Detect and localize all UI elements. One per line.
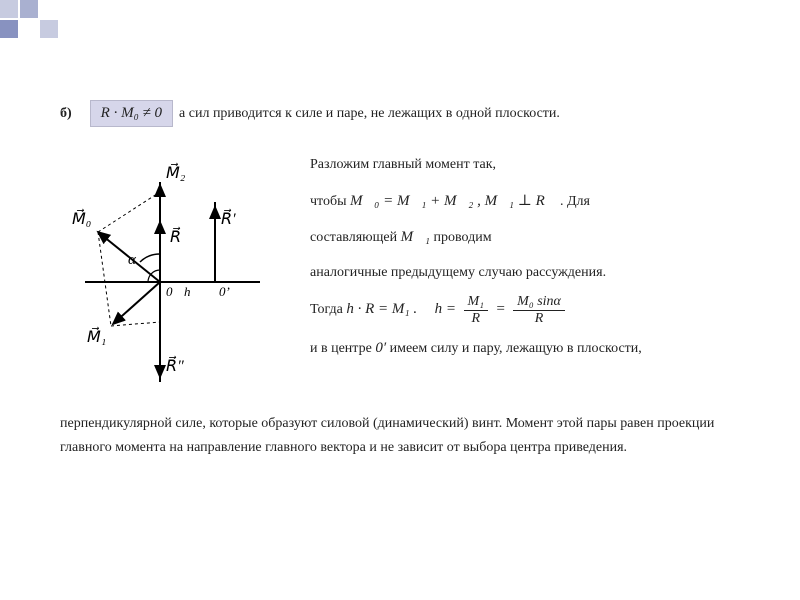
svg-text:0: 0 [166,284,173,299]
formula-oprime: 0′ [375,340,386,356]
decor-sq [0,20,18,38]
para-1b: чтобы M⃗₀ = M⃗₁ + M⃗₂ , M⃗₁ ⊥ R⃗ . Для [310,187,750,216]
corner-decoration [0,0,58,38]
frac-eq: = [496,301,506,317]
slide-content: б) R · M₀ ≠ 0 а сил приводится к силе и … [0,0,800,500]
svg-text:R⃗″: R⃗″ [166,355,184,375]
formula-decompose: M⃗₀ = M⃗₁ + M⃗₂ , M⃗₁ ⊥ R⃗ [350,193,556,209]
para-1a: Разложим главный момент так, [310,152,750,179]
case-b-line: б) R · M₀ ≠ 0 а сил приводится к силе и … [60,100,750,127]
para-1b-text: чтобы [310,194,347,209]
case-b-text: а сил приводится к силе и паре, не лежащ… [179,106,560,122]
frac-2: M₀ sinα R [513,294,565,326]
svg-text:M⃗₁: M⃗₁ [87,326,106,346]
svg-text:α: α [128,252,137,268]
svg-text:h: h [184,284,191,299]
formula-m1: M⃗₁ [401,229,430,245]
frac-1: M₁ R [464,294,489,326]
svg-text:R⃗′: R⃗′ [221,208,236,228]
decor-sq [20,0,38,18]
vector-diagram: M⃗₀ M⃗₁ M⃗₂ R⃗ R⃗′ R⃗″ α 0h 0’ [60,152,280,392]
para-4a-text: Тогда [310,302,343,317]
bottom-paragraph: перпендикулярной силе, которые образуют … [60,412,750,460]
para-5a-text: и в центре [310,341,372,356]
case-b-label: б) [60,106,72,122]
frac-2-num: M₀ sinα [513,294,565,310]
para-2b-text: проводим [433,230,491,245]
frac-1-den: R [464,311,489,326]
formula-hr: h · R = M₁ . [346,301,417,317]
decor-sq [20,20,38,38]
para-5: и в центре 0′ имеем силу и пару, лежащую… [310,334,750,363]
para-2a-text: составляющей [310,230,397,245]
formula-condition: R · M₀ ≠ 0 [90,100,173,127]
para-1c-text: . Для [560,194,590,209]
main-row: M⃗₀ M⃗₁ M⃗₂ R⃗ R⃗′ R⃗″ α 0h 0’ Разложим главный … [60,152,750,397]
decor-sq [40,0,58,18]
explanation-column: Разложим главный момент так, чтобы M⃗₀ =… [290,152,750,397]
frac-lhs: h = [435,301,456,317]
para-3: аналогичные предыдущему случаю рассужден… [310,260,750,287]
frac-2-den: R [513,311,565,326]
para-5b-text: имеем силу и пару, лежащую в плоскости, [390,341,642,356]
frac-1-num: M₁ [464,294,489,310]
para-2: составляющей M⃗₁ проводим [310,223,750,252]
decor-sq [40,20,58,38]
para-4: Тогда h · R = M₁ . h = M₁ R = M₀ sinα R [310,294,750,326]
svg-text:R⃗: R⃗ [170,226,181,246]
svg-text:M⃗₀: M⃗₀ [72,208,91,228]
svg-text:M⃗₂: M⃗₂ [166,162,186,182]
diagram-column: M⃗₀ M⃗₁ M⃗₂ R⃗ R⃗′ R⃗″ α 0h 0’ [60,152,290,397]
svg-text:0’: 0’ [219,284,230,299]
decor-sq [0,0,18,18]
